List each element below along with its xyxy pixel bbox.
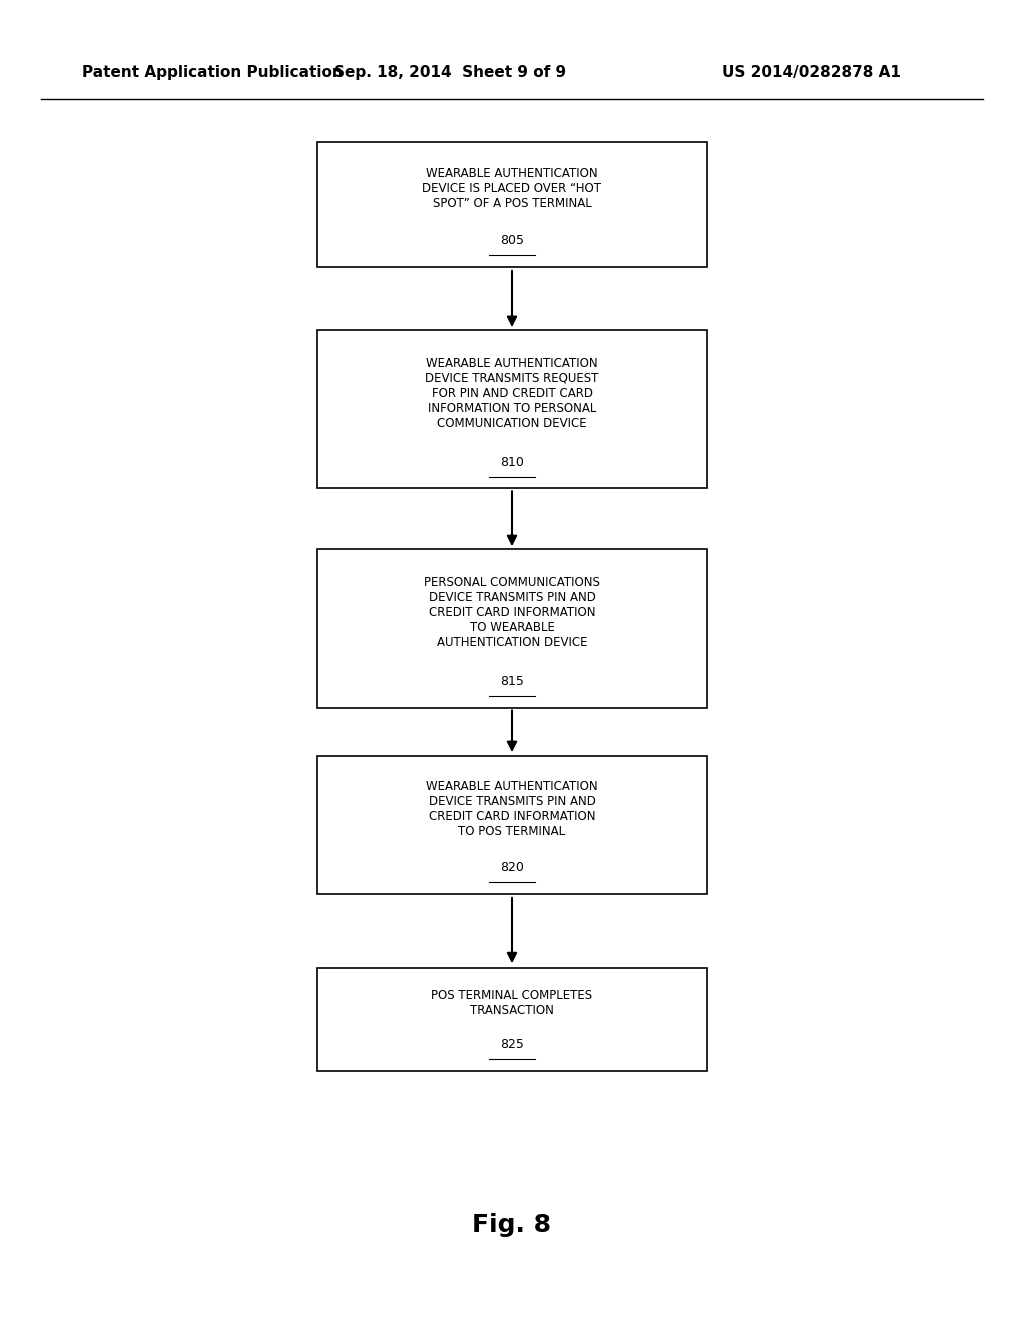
Text: WEARABLE AUTHENTICATION
DEVICE IS PLACED OVER “HOT
SPOT” OF A POS TERMINAL: WEARABLE AUTHENTICATION DEVICE IS PLACED… bbox=[423, 168, 601, 210]
Text: 820: 820 bbox=[500, 862, 524, 874]
FancyBboxPatch shape bbox=[317, 549, 707, 708]
Text: Fig. 8: Fig. 8 bbox=[472, 1213, 552, 1237]
Text: WEARABLE AUTHENTICATION
DEVICE TRANSMITS PIN AND
CREDIT CARD INFORMATION
TO POS : WEARABLE AUTHENTICATION DEVICE TRANSMITS… bbox=[426, 780, 598, 838]
Text: Sep. 18, 2014  Sheet 9 of 9: Sep. 18, 2014 Sheet 9 of 9 bbox=[335, 65, 566, 81]
Text: 825: 825 bbox=[500, 1038, 524, 1051]
FancyBboxPatch shape bbox=[317, 755, 707, 895]
Text: 815: 815 bbox=[500, 675, 524, 688]
Text: PERSONAL COMMUNICATIONS
DEVICE TRANSMITS PIN AND
CREDIT CARD INFORMATION
TO WEAR: PERSONAL COMMUNICATIONS DEVICE TRANSMITS… bbox=[424, 576, 600, 649]
Text: US 2014/0282878 A1: US 2014/0282878 A1 bbox=[722, 65, 901, 81]
Text: WEARABLE AUTHENTICATION
DEVICE TRANSMITS REQUEST
FOR PIN AND CREDIT CARD
INFORMA: WEARABLE AUTHENTICATION DEVICE TRANSMITS… bbox=[425, 356, 599, 430]
Text: 810: 810 bbox=[500, 455, 524, 469]
Text: 805: 805 bbox=[500, 235, 524, 247]
Text: Patent Application Publication: Patent Application Publication bbox=[82, 65, 343, 81]
Text: POS TERMINAL COMPLETES
TRANSACTION: POS TERMINAL COMPLETES TRANSACTION bbox=[431, 989, 593, 1018]
FancyBboxPatch shape bbox=[317, 143, 707, 267]
FancyBboxPatch shape bbox=[317, 330, 707, 488]
FancyBboxPatch shape bbox=[317, 968, 707, 1071]
